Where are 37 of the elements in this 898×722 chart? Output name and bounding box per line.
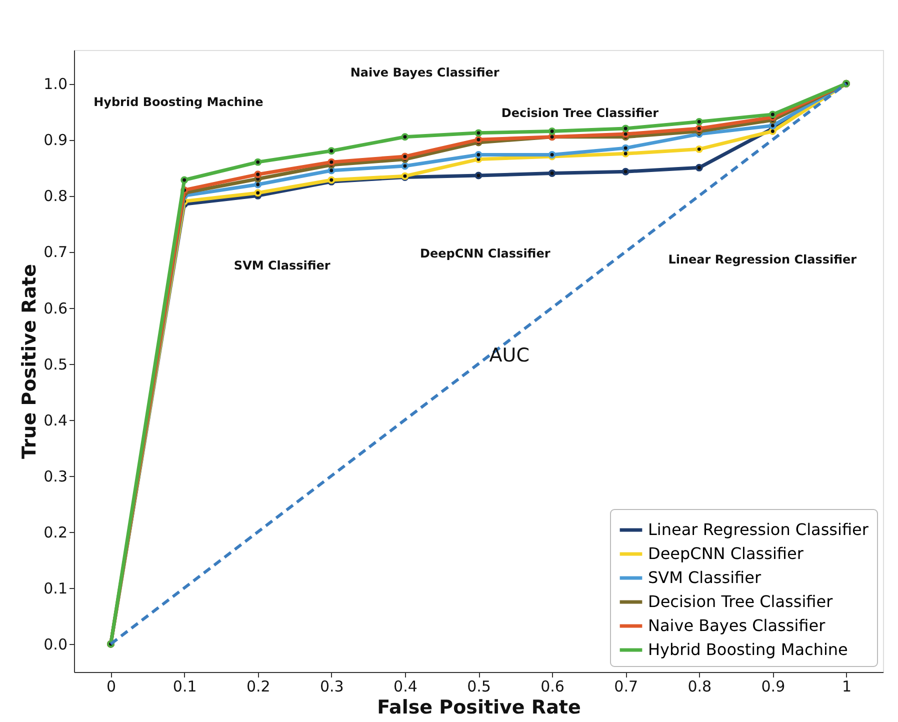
x-tick-label: 0 xyxy=(106,678,116,696)
legend-label: SVM Classifier xyxy=(648,568,762,587)
annotation: Decision Tree Classifier xyxy=(501,106,659,120)
y-tick-label: 0.3 xyxy=(44,467,68,486)
x-tick-label: 0.9 xyxy=(761,678,786,696)
x-tick-label: 0.5 xyxy=(467,678,491,696)
annotation: Hybrid Boosting Machine xyxy=(94,95,264,110)
x-tick-label: 0.1 xyxy=(172,678,197,696)
legend-label: Hybrid Boosting Machine xyxy=(648,640,848,659)
x-tick-label: 0.7 xyxy=(614,678,638,696)
y-tick-label: 0.2 xyxy=(44,523,68,542)
x-tick-label: 0.3 xyxy=(320,678,344,696)
x-tick-label: 0.8 xyxy=(688,678,712,696)
annotation: Linear Regression Classifier xyxy=(668,252,857,267)
legend-label: Naive Bayes Classifier xyxy=(648,616,826,635)
x-axis-title: False Positive Rate xyxy=(377,696,581,718)
x-tick-label: 0.2 xyxy=(246,678,270,696)
annotation: AUC xyxy=(489,344,530,366)
y-tick-label: 0.0 xyxy=(44,635,68,654)
y-tick-label: 1.0 xyxy=(44,75,68,94)
legend-label: Linear Regression Classifier xyxy=(648,520,869,539)
y-tick-label: 0.5 xyxy=(44,355,68,374)
y-axis-title: True Positive Rate xyxy=(18,264,41,459)
x-tick-label: 0.4 xyxy=(394,678,418,696)
x-tick-label: 0.6 xyxy=(540,678,564,696)
annotation: Naive Bayes Classifier xyxy=(350,65,500,80)
legend-label: DeepCNN Classifier xyxy=(648,544,804,563)
y-tick-label: 0.8 xyxy=(44,187,68,206)
y-tick-label: 0.4 xyxy=(44,411,68,430)
x-tick-label: 1 xyxy=(842,678,852,696)
legend-label: Decision Tree Classifier xyxy=(648,592,834,611)
annotation: DeepCNN Classifier xyxy=(420,246,550,260)
y-tick-label: 0.1 xyxy=(44,579,68,598)
annotation: SVM Classifier xyxy=(234,258,330,273)
y-tick-label: 0.6 xyxy=(44,299,68,318)
y-tick-label: 0.9 xyxy=(44,131,68,150)
y-tick-label: 0.7 xyxy=(44,243,68,262)
